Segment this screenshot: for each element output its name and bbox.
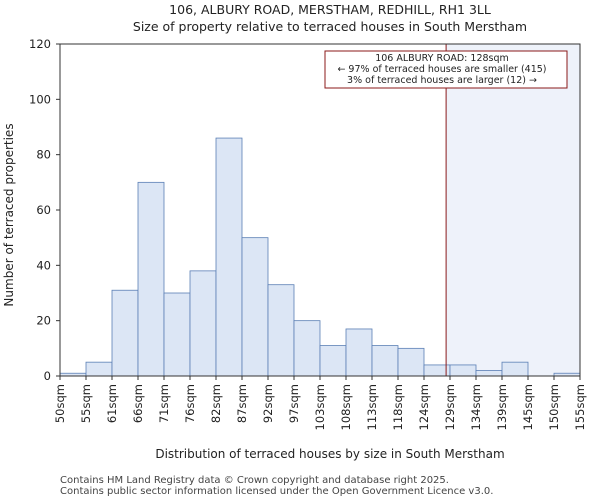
bar-92sqm xyxy=(267,284,295,377)
bar-113sqm xyxy=(371,345,399,377)
x-tick-label-50sqm: 50sqm xyxy=(53,384,67,423)
x-tick-label-150sqm: 150sqm xyxy=(547,384,561,430)
x-tick-label-55sqm: 55sqm xyxy=(79,384,93,423)
y-axis: 0 20 40 60 80 100 120 xyxy=(29,37,60,383)
bar-66sqm xyxy=(137,181,165,377)
x-tick-label-139sqm: 139sqm xyxy=(495,384,509,430)
x-tick-label-66sqm: 66sqm xyxy=(131,384,145,423)
y-tick-label-20: 20 xyxy=(36,314,51,328)
x-tick-label-76sqm: 76sqm xyxy=(183,384,197,423)
x-axis: 50sqm 55sqm 61sqm 66sqm 71sqm 76sqm 82sqm 87sqm… xyxy=(53,376,587,430)
x-tick-label-129sqm: 129sqm xyxy=(443,384,457,430)
bar-71sqm xyxy=(163,292,191,377)
annotation-border xyxy=(324,50,568,89)
footer-line2: Contains public sector information licen… xyxy=(60,486,493,497)
y-tick-label-80: 80 xyxy=(36,148,51,162)
chart-title-line1: 106, ALBURY ROAD, MERSTHAM, REDHILL, RH1… xyxy=(169,2,491,17)
x-tick-label-124sqm: 124sqm xyxy=(417,384,431,430)
bar-134sqm xyxy=(475,370,503,377)
annotation-box: 106 ALBURY ROAD: 128sqm ← 97% of terrace… xyxy=(324,50,568,89)
annotation-line1: 106 ALBURY ROAD: 128sqm xyxy=(375,53,509,64)
annotation-line2: ← 97% of terraced houses are smaller (41… xyxy=(337,64,546,75)
x-tick-label-103sqm: 103sqm xyxy=(313,384,327,430)
larger-region-shade xyxy=(446,44,580,376)
x-tick-label-71sqm: 71sqm xyxy=(157,384,171,423)
y-tick-label-40: 40 xyxy=(36,258,51,272)
x-tick-label-97sqm: 97sqm xyxy=(287,384,301,423)
x-tick-label-155sqm: 155sqm xyxy=(573,384,587,430)
bar-129sqm xyxy=(449,364,477,377)
y-tick-label-60: 60 xyxy=(36,203,51,217)
plot-frame xyxy=(59,43,581,377)
bar-61sqm xyxy=(111,289,139,377)
x-tick-label-61sqm: 61sqm xyxy=(105,384,119,423)
x-tick-label-92sqm: 92sqm xyxy=(261,384,275,423)
y-tick-label-100: 100 xyxy=(29,92,51,106)
bar-97sqm xyxy=(293,320,321,377)
bar-108sqm xyxy=(345,328,373,377)
bar-55sqm xyxy=(85,361,113,377)
bars-group xyxy=(59,137,581,377)
x-tick-label-113sqm: 113sqm xyxy=(365,384,379,430)
y-axis-label: Number of terraced properties xyxy=(2,123,16,306)
x-tick-label-134sqm: 134sqm xyxy=(469,384,483,430)
x-tick-label-82sqm: 82sqm xyxy=(209,384,223,423)
y-tick-label-0: 0 xyxy=(44,369,51,383)
bar-103sqm xyxy=(319,345,347,377)
footer-line1: Contains HM Land Registry data © Crown c… xyxy=(60,475,449,486)
x-tick-label-87sqm: 87sqm xyxy=(235,384,249,423)
x-axis-label: Distribution of terraced houses by size … xyxy=(155,447,504,461)
x-tick-label-118sqm: 118sqm xyxy=(391,384,405,430)
y-tick-label-120: 120 xyxy=(29,37,51,51)
x-tick-label-145sqm: 145sqm xyxy=(521,384,535,430)
annotation-line3: 3% of terraced houses are larger (12) → xyxy=(347,75,537,86)
bar-87sqm xyxy=(241,237,269,377)
bar-139sqm xyxy=(501,361,529,377)
x-tick-label-108sqm: 108sqm xyxy=(339,384,353,430)
bar-76sqm xyxy=(189,270,217,377)
bar-82sqm xyxy=(215,137,243,377)
chart-title-line2: Size of property relative to terraced ho… xyxy=(133,19,527,34)
bar-118sqm xyxy=(397,347,425,377)
